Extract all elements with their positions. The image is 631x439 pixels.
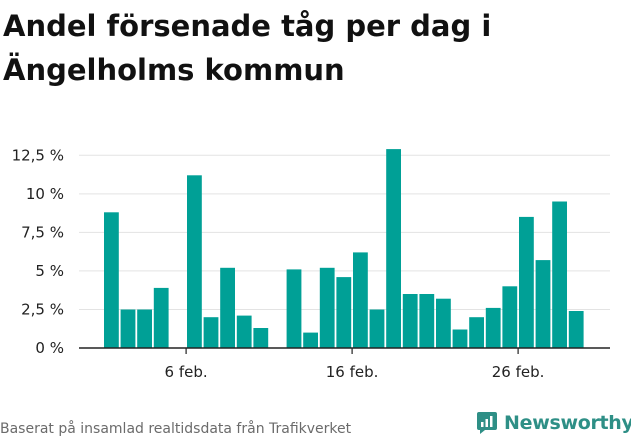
brand-logo: Newsworthy	[476, 408, 631, 438]
x-tick-label: 6 feb.	[165, 363, 208, 381]
bar	[502, 286, 518, 348]
y-tick-label: 5 %	[35, 262, 64, 280]
bars	[104, 149, 584, 348]
bar	[253, 328, 269, 348]
bar	[303, 332, 318, 348]
bar	[519, 216, 534, 348]
y-tick-label: 2,5 %	[21, 300, 64, 318]
bar	[104, 212, 119, 348]
bar	[187, 175, 202, 348]
bar	[137, 309, 152, 348]
axes: 0 % 2,5 % 5 % 7,5 % 10 % 12,5 % 6 feb. 16 feb. 2…	[12, 146, 610, 381]
bar	[120, 309, 136, 348]
x-tick-label: 16 feb.	[326, 363, 379, 381]
bar	[220, 267, 235, 348]
bar	[203, 317, 219, 348]
chart-title: Andel försenade tåg per dag i Ängelholms…	[3, 9, 492, 87]
bar	[153, 287, 169, 348]
bar	[402, 294, 418, 348]
bar	[568, 311, 584, 348]
y-tick-label: 0 %	[35, 339, 64, 357]
bar	[469, 317, 484, 348]
bar	[353, 252, 368, 348]
bar	[552, 201, 567, 348]
bar	[336, 277, 352, 348]
bar	[319, 267, 335, 348]
bar	[386, 149, 401, 348]
y-tick-label: 7,5 %	[21, 223, 64, 241]
source-note: Baserat på insamlad realtidsdata från Tr…	[0, 421, 352, 437]
bar	[535, 260, 551, 348]
x-tick-label: 26 feb.	[492, 363, 545, 381]
bar	[369, 309, 385, 348]
brand-name: Newsworthy	[504, 412, 631, 434]
newsworthy-logo-icon	[477, 412, 497, 434]
bar	[419, 294, 435, 348]
bar	[236, 315, 252, 348]
bar	[286, 269, 302, 348]
bar	[452, 329, 468, 348]
y-tick-label: 12,5 %	[12, 146, 64, 164]
bar	[485, 307, 501, 348]
y-tick-label: 10 %	[26, 185, 64, 203]
bar	[436, 298, 451, 348]
